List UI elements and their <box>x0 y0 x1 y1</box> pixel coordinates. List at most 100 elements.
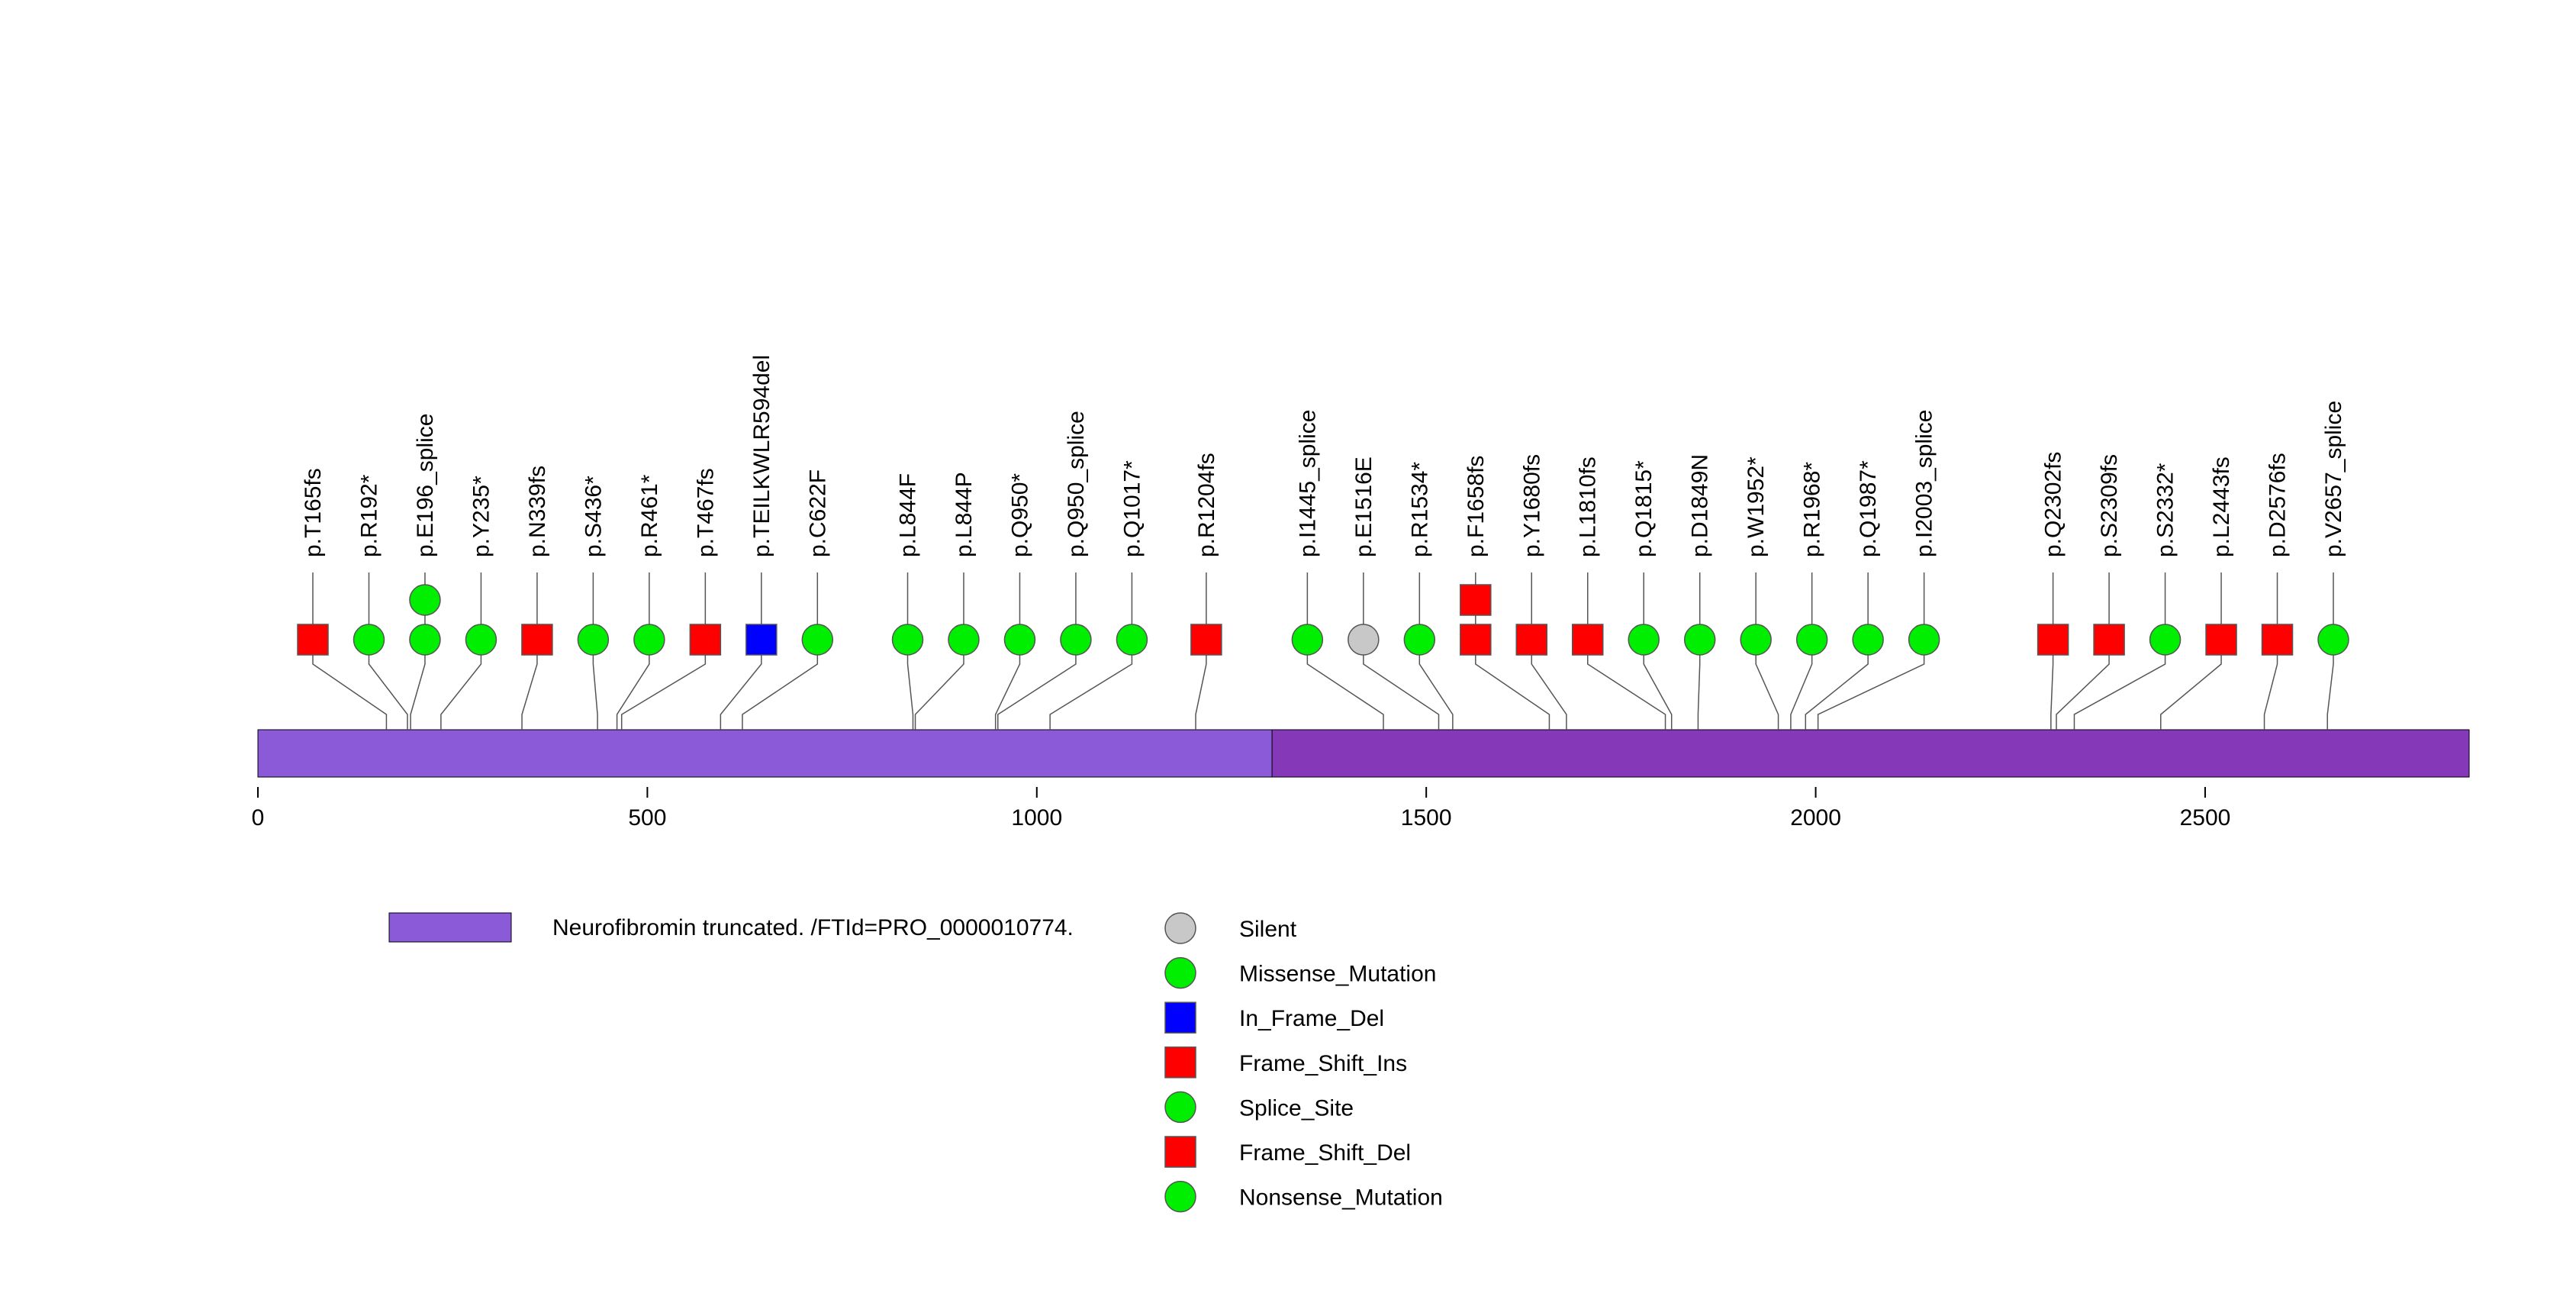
marker-silent[interactable] <box>1164 912 1196 944</box>
mutation-stem <box>1817 572 1925 730</box>
mutation-label: p.D1849N <box>1688 454 1713 557</box>
marker-nonsense-mutation[interactable] <box>1403 624 1436 656</box>
mutation-stem <box>620 572 707 730</box>
legend-entry-label: Splice_Site <box>1239 1095 1354 1121</box>
marker-nonsense-mutation[interactable] <box>577 624 610 656</box>
marker-frame-shift-del[interactable] <box>2261 624 2294 656</box>
legend-entry: Frame_Shift_Del <box>1164 1136 1411 1168</box>
mutation-stem <box>1363 572 1440 730</box>
legend-domain-label: Neurofibromin truncated. /FTId=PRO_00000… <box>552 915 1074 940</box>
marker-splice-site[interactable] <box>409 624 441 656</box>
mutation-label: p.R1968* <box>1800 462 1825 557</box>
legend-entry-label: Nonsense_Mutation <box>1239 1185 1443 1211</box>
protein-domain <box>257 729 1274 778</box>
legend-entry-label: Silent <box>1239 917 1297 942</box>
marker-missense-mutation[interactable] <box>801 624 834 656</box>
mutation-stem <box>440 572 482 730</box>
marker-splice-site[interactable] <box>1164 1091 1196 1124</box>
marker-splice-site[interactable] <box>1291 624 1324 656</box>
mutation-label: p.V2657_splice <box>2321 401 2346 557</box>
marker-frame-shift-del[interactable] <box>1571 624 1604 656</box>
marker-frame-shift-del[interactable] <box>2205 624 2237 656</box>
marker-missense-mutation[interactable] <box>1683 624 1716 656</box>
legend-entry-label: In_Frame_Del <box>1239 1006 1384 1031</box>
mutation-stem <box>994 572 1021 730</box>
marker-frame-shift-del[interactable] <box>2037 624 2069 656</box>
mutation-label: p.D2576fs <box>2265 453 2291 557</box>
marker-splice-site[interactable] <box>1060 624 1092 656</box>
mutation-stem <box>1049 572 1133 730</box>
mutation-stem <box>1531 572 1567 730</box>
mutation-stem <box>906 572 914 730</box>
marker-frame-shift-ins[interactable] <box>1460 584 1492 616</box>
mutation-label: p.Q950_splice <box>1064 411 1089 557</box>
axis-tick-label: 500 <box>628 805 666 830</box>
marker-in-frame-del[interactable] <box>745 624 778 656</box>
marker-frame-shift-del[interactable] <box>2093 624 2125 656</box>
mutation-label: p.T165fs <box>301 468 326 557</box>
marker-splice-site[interactable] <box>1908 624 1940 656</box>
marker-silent[interactable] <box>1348 624 1380 656</box>
marker-frame-shift-del[interactable] <box>1515 624 1548 656</box>
mutation-label: p.F1658fs <box>1463 456 1489 557</box>
marker-nonsense-mutation[interactable] <box>1164 1180 1196 1213</box>
marker-nonsense-mutation[interactable] <box>2149 624 2182 656</box>
mutation-stem <box>2160 572 2222 730</box>
protein-domain-layer <box>257 729 2470 778</box>
mutation-stem <box>1475 572 1550 730</box>
marker-missense-mutation[interactable] <box>948 624 980 656</box>
axis-tick-label: 0 <box>252 805 265 830</box>
mutation-label: p.I1445_splice <box>1295 410 1320 557</box>
marker-frame-shift-del[interactable] <box>689 624 722 656</box>
axis-tick-label: 1500 <box>1401 805 1452 830</box>
mutation-label: p.L1810fs <box>1576 456 1601 557</box>
mutation-label: p.C622F <box>805 469 830 557</box>
marker-in-frame-del[interactable] <box>1164 1001 1196 1034</box>
mutation-label: p.Y1680fs <box>1519 454 1544 557</box>
marker-nonsense-mutation[interactable] <box>1852 624 1884 656</box>
legend-entry-label: Frame_Shift_Ins <box>1239 1051 1407 1076</box>
marker-nonsense-mutation[interactable] <box>1740 624 1772 656</box>
mutation-stem <box>410 572 426 730</box>
marker-frame-shift-del[interactable] <box>297 624 329 656</box>
mutation-label: p.TEILKWLR594del <box>749 355 774 557</box>
marker-frame-shift-del[interactable] <box>1460 624 1492 656</box>
legend-entry: In_Frame_Del <box>1164 1001 1384 1034</box>
marker-nonsense-mutation[interactable] <box>1003 624 1036 656</box>
mutation-stem <box>521 572 538 730</box>
marker-nonsense-mutation[interactable] <box>633 624 665 656</box>
mutation-stem <box>720 572 762 730</box>
protein-domain <box>1271 729 2470 778</box>
mutation-stem <box>1418 572 1454 730</box>
mutation-stem <box>1306 572 1384 730</box>
mutation-stem <box>1805 572 1869 730</box>
mutation-stem <box>1643 572 1673 730</box>
legend-entry: Nonsense_Mutation <box>1164 1180 1443 1213</box>
mutation-label: p.Q1017* <box>1119 460 1145 557</box>
mutation-stem <box>312 572 388 730</box>
marker-frame-shift-del[interactable] <box>1164 1136 1196 1168</box>
marker-splice-site[interactable] <box>2317 624 2349 656</box>
marker-nonsense-mutation[interactable] <box>465 624 497 656</box>
marker-nonsense-mutation[interactable] <box>1628 624 1660 656</box>
mutation-label: p.S2332* <box>2153 463 2178 557</box>
legend-entry-label: Missense_Mutation <box>1239 962 1436 987</box>
marker-frame-shift-del[interactable] <box>521 624 553 656</box>
legend-domain-swatch <box>388 912 512 943</box>
mutation-stem <box>1755 572 1779 730</box>
marker-nonsense-mutation[interactable] <box>1795 624 1828 656</box>
mutation-label: p.L844F <box>896 473 921 557</box>
mutation-stem <box>1586 572 1666 730</box>
mutation-stem <box>592 572 598 730</box>
marker-missense-mutation[interactable] <box>1164 956 1196 989</box>
mutation-stem <box>1790 572 1813 730</box>
marker-nonsense-mutation[interactable] <box>1116 624 1148 656</box>
marker-missense-mutation[interactable] <box>409 584 441 616</box>
mutation-label: p.S2309fs <box>2097 454 2122 557</box>
legend-entry: Splice_Site <box>1164 1091 1354 1124</box>
axis-tick-label: 1000 <box>1011 805 1062 830</box>
marker-frame-shift-ins[interactable] <box>1164 1047 1196 1079</box>
marker-frame-shift-del[interactable] <box>1190 624 1222 656</box>
marker-missense-mutation[interactable] <box>891 624 924 656</box>
marker-nonsense-mutation[interactable] <box>353 624 385 656</box>
